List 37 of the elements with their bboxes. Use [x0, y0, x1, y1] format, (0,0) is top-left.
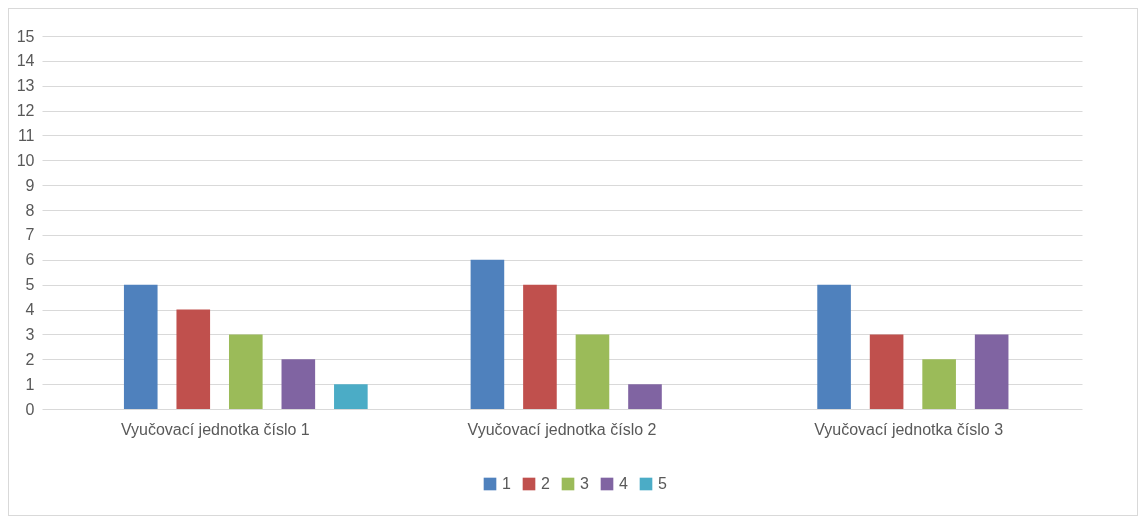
legend-label: 5	[658, 475, 667, 492]
y-tick-label: 1	[25, 375, 35, 393]
bar	[523, 284, 557, 409]
bar	[228, 334, 263, 409]
bar	[176, 309, 211, 409]
y-tick-label: 3	[25, 325, 35, 343]
bar	[869, 334, 904, 409]
bar	[281, 359, 316, 409]
legend-label: 2	[541, 475, 550, 492]
y-tick-label: 10	[16, 151, 35, 169]
y-tick-label: 4	[25, 301, 35, 319]
bar	[974, 334, 1009, 409]
x-tick-label: Vyučovací jednotka číslo 1	[120, 420, 310, 438]
y-tick-label: 7	[25, 226, 35, 244]
legend-label: 1	[502, 475, 511, 492]
y-tick-label: 13	[16, 77, 35, 95]
y-tick-label: 8	[25, 201, 35, 219]
y-tick-label: 0	[25, 400, 35, 418]
bar	[334, 384, 368, 409]
bar	[922, 359, 956, 409]
x-tick-label: Vyučovací jednotka číslo 3	[814, 420, 1004, 438]
y-tick-label: 14	[16, 52, 35, 70]
bar	[123, 284, 158, 409]
y-tick-label: 5	[25, 276, 35, 294]
legend-label: 3	[580, 475, 589, 492]
bar	[628, 384, 662, 409]
bar	[470, 259, 505, 409]
y-tick-label: 9	[25, 176, 35, 194]
y-tick-label: 15	[16, 27, 35, 45]
legend-label: 4	[619, 475, 628, 492]
y-tick-label: 12	[16, 102, 35, 120]
bar	[575, 334, 610, 409]
y-tick-label: 11	[17, 126, 35, 144]
y-tick-label: 6	[25, 251, 35, 269]
x-tick-label: Vyučovací jednotka číslo 2	[467, 420, 657, 438]
y-tick-label: 2	[25, 350, 35, 368]
bar	[817, 284, 851, 409]
